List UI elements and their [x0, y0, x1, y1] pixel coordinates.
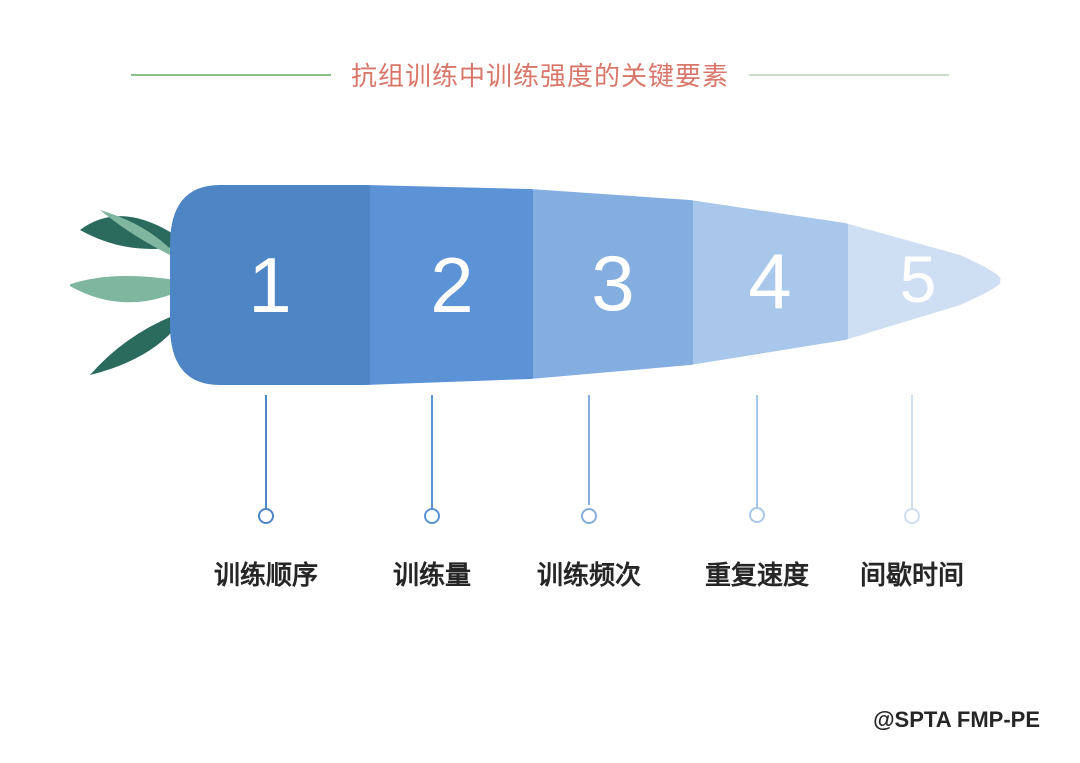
header-rule-left	[131, 74, 331, 76]
callouts: 训练顺序 训练量 训练频次 重复速度 间歇时间	[70, 395, 1030, 655]
carrot-leaves-icon	[70, 210, 178, 375]
callout-ring-icon	[904, 508, 920, 524]
callout-label: 训练频次	[537, 555, 641, 592]
callout-line	[265, 395, 267, 515]
callout-5: 间歇时间	[910, 395, 914, 515]
callout-2: 训练量	[430, 395, 434, 515]
callout-line	[911, 395, 913, 515]
callout-ring-icon	[424, 508, 440, 524]
segment-number-1: 1	[248, 246, 291, 324]
segment-number-3: 3	[591, 244, 634, 322]
segment-number-5: 5	[900, 246, 937, 312]
callout-ring-icon	[258, 508, 274, 524]
callout-1: 训练顺序	[264, 395, 268, 515]
segment-number-4: 4	[748, 242, 791, 320]
page-title: 抗组训练中训练强度的关键要素	[351, 56, 729, 93]
callout-label: 重复速度	[705, 555, 809, 592]
callout-ring-icon	[749, 507, 765, 523]
carrot-diagram: 1 2 3 4 5	[70, 175, 1030, 395]
callout-line	[756, 395, 758, 510]
callout-4: 重复速度	[755, 395, 759, 515]
header-rule-right	[749, 74, 949, 76]
callout-3: 训练频次	[587, 395, 591, 515]
footer-credit: @SPTA FMP-PE	[873, 707, 1040, 733]
callout-ring-icon	[581, 508, 597, 524]
carrot-svg	[70, 175, 1030, 395]
header: 抗组训练中训练强度的关键要素	[0, 56, 1080, 93]
segment-number-2: 2	[430, 246, 473, 324]
callout-line	[588, 395, 590, 505]
callout-label: 间歇时间	[860, 555, 964, 592]
callout-line	[431, 395, 433, 515]
callout-label: 训练顺序	[214, 555, 318, 592]
callout-label: 训练量	[393, 555, 471, 592]
